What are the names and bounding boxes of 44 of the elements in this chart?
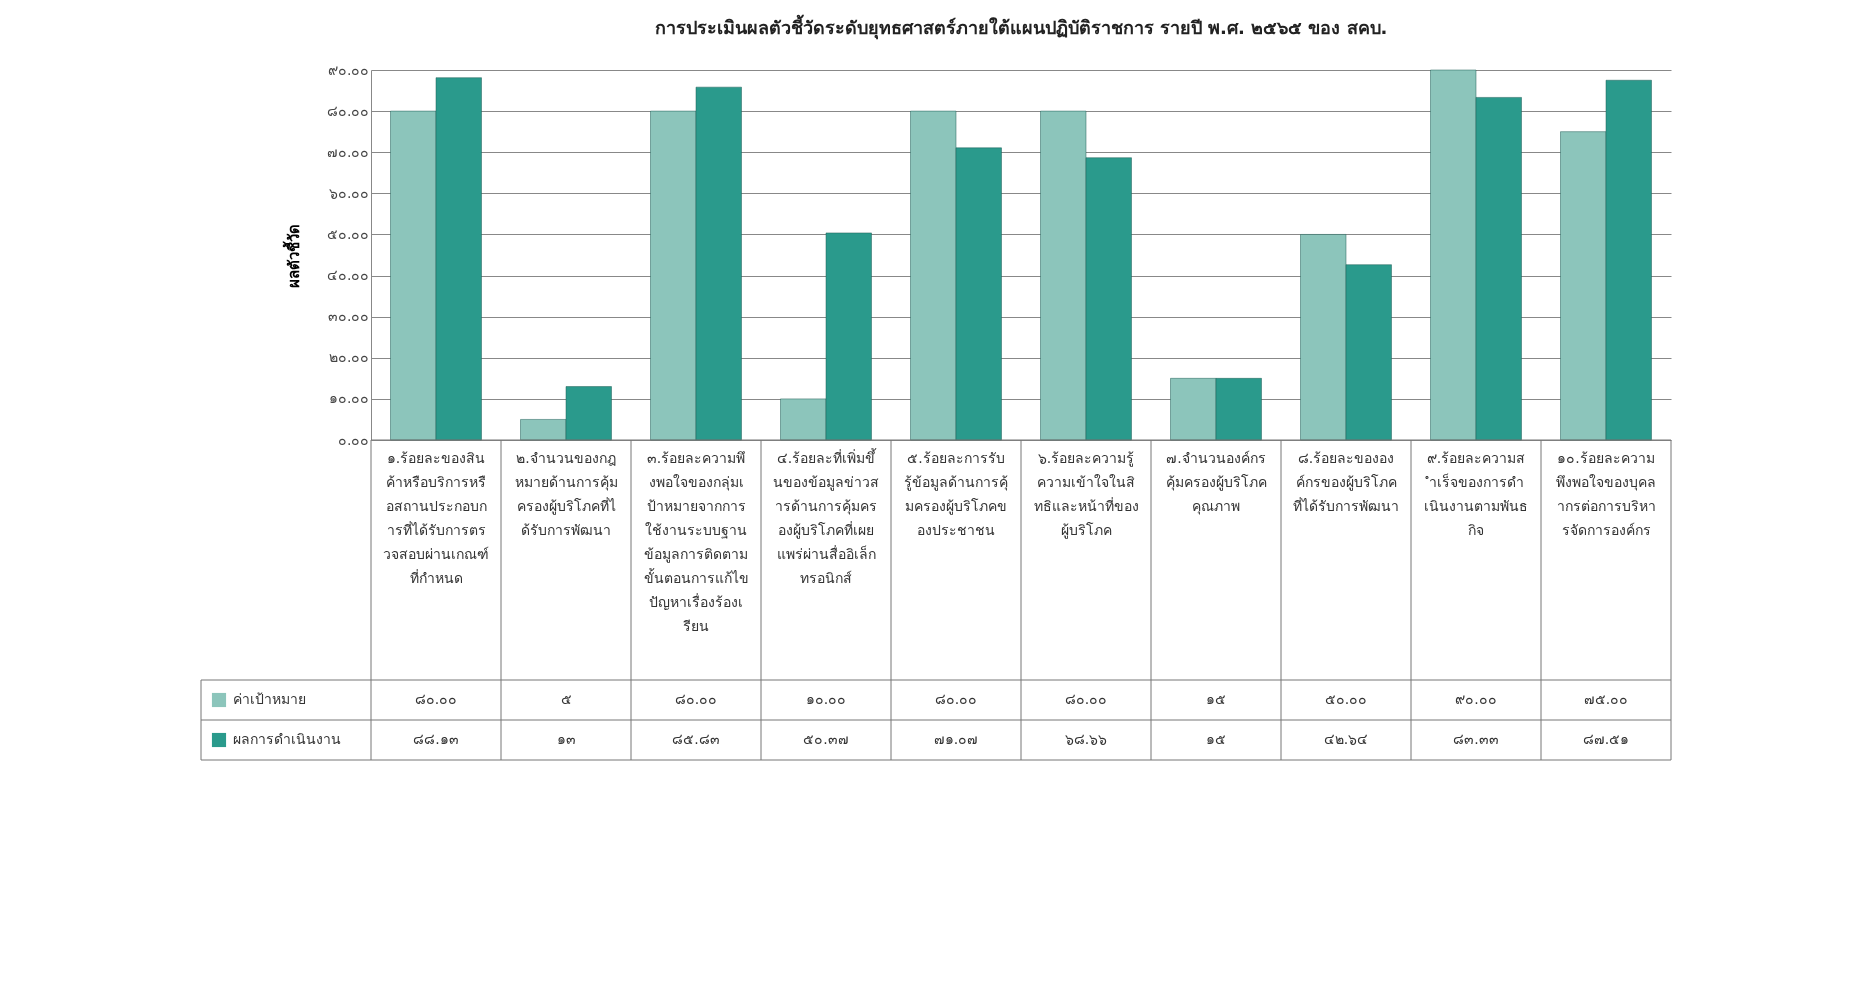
data-label: ๕ (560, 691, 572, 707)
data-label: ๑๓ (556, 731, 576, 747)
data-label: ๑๕ (1206, 691, 1226, 707)
y-tick-label: ๕๐.๐๐ (327, 225, 370, 242)
data-label: ๗๑.๐๗ (933, 731, 979, 747)
x-tick-label: ๗.จำนวนองค์กรคุ้มครองผู้บริโภคคุณภาพ (1165, 450, 1267, 515)
x-tick-label: ๙.ร้อยละความสำเร็จของการดำเนินงานตามพันธกิจ (1424, 450, 1528, 538)
data-label: ๗๕.๐๐ (1583, 691, 1629, 707)
chart-title: การประเมินผลตัวชี้วัดระดับยุทธศาสตร์ภายใต้แผนปฏิบัติราชการ รายปี พ.ศ. ๒๕๖๕ ของ สคบ. (654, 14, 1388, 40)
x-tick-label: ๖.ร้อยละความรู้ความเข้าใจในสิทธิและหน้าที่ของผู้บริโภค (1033, 450, 1139, 539)
x-tick-label: ๓.ร้อยละความพึงพอใจของกลุ่มเป้าหมายจากการใช้งานระบบฐานข้อมูลการติดตามขั้นตอนการแก้ไขปัญหาเรื่องร้องเรียน (643, 450, 749, 634)
data-label: ๔๒.๖๔ (1323, 731, 1369, 747)
x-tick-label: ๔.ร้อยละที่เพิ่มขึ้นของข้อมูลข่าวสารด้านการคุ้มครองผู้บริโภคที่เผยแพร่ผ่านสื่ออิเล็กทรอนิกส์ (773, 448, 879, 586)
x-tick-label: ๘.ร้อยละขององค์กรของผู้บริโภคที่ได้รับการพัฒนา (1293, 450, 1399, 514)
x-tick-label: ๕.ร้อยละการรับรู้ข้อมูลด้านการคุ้มครองผู้บริโภคของประชาชน (904, 450, 1008, 538)
data-label: ๑๕ (1206, 731, 1226, 747)
data-label: ๘๐.๐๐ (934, 691, 978, 707)
y-tick-label: ๐.๐๐ (338, 431, 370, 448)
data-label: ๘๐.๐๐ (1064, 691, 1108, 707)
y-tick-label: ๓๐.๐๐ (328, 308, 370, 325)
x-tick-label: ๑.ร้อยละของสินค้าหรือบริการหรือสถานประกอบการที่ได้รับการตรวจสอบผ่านเกณฑ์ที่กำหนด (383, 450, 489, 586)
data-label: ๘๕.๘๓ (672, 731, 720, 747)
data-label: ๘๓.๓๓ (1453, 731, 1499, 747)
data-label: ๕๐.๓๗ (803, 731, 849, 747)
legend-label: ค่าเป้าหมาย (233, 691, 306, 707)
x-tick-label: ๑๐.ร้อยละความพึงพอใจของบุคลากรต่อการบริหารจัดการองค์กร (1556, 450, 1656, 538)
y-axis-title: ผลตัวชี้วัด (282, 223, 304, 288)
y-tick-label: ๘๐.๐๐ (327, 102, 370, 119)
data-label: ๘๗.๕๑ (1582, 731, 1630, 747)
y-tick-label: ๔๐.๐๐ (327, 267, 370, 284)
y-tick-label: ๗๐.๐๐ (327, 143, 370, 160)
data-label: ๖๘.๖๖ (1064, 731, 1108, 747)
y-tick-label: ๑๐.๐๐ (329, 390, 370, 407)
data-label: ๘๐.๐๐ (414, 691, 458, 707)
legend-label: ผลการดำเนินงาน (233, 731, 341, 747)
x-tick-label: ๒.จำนวนของกฎหมายด้านการคุ้มครองผู้บริโภคที่ได้รับการพัฒนา (514, 450, 618, 538)
data-label: ๑๐.๐๐ (805, 691, 847, 707)
y-tick-label: ๙๐.๐๐ (328, 61, 370, 78)
data-label: ๘๘.๑๓ (413, 731, 459, 747)
data-label: ๕๐.๐๐ (1324, 691, 1368, 707)
data-label: ๙๐.๐๐ (1455, 691, 1497, 707)
data-label: ๘๐.๐๐ (674, 691, 718, 707)
y-tick-label: ๖๐.๐๐ (329, 184, 370, 201)
y-tick-label: ๒๐.๐๐ (329, 349, 370, 366)
